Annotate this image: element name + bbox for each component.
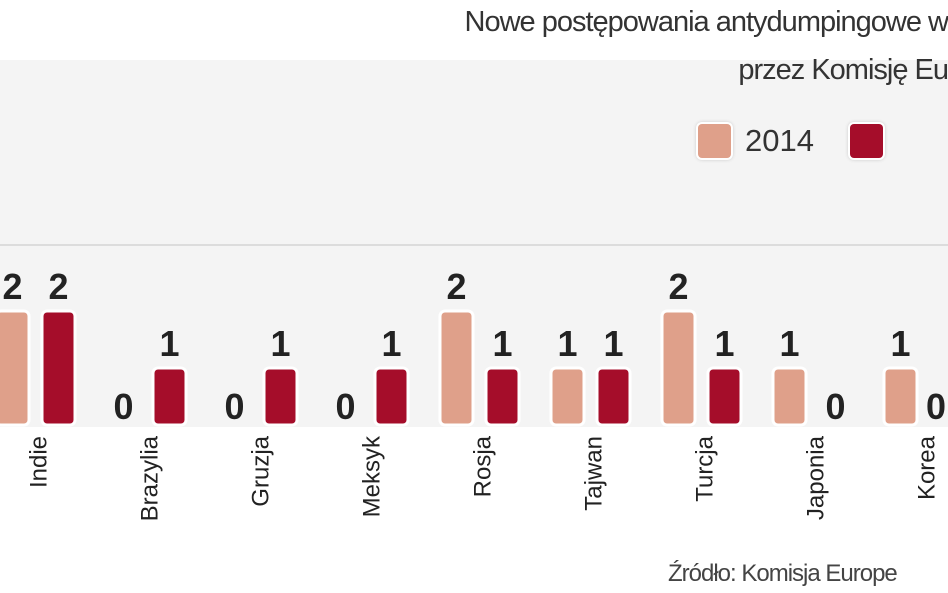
data-label-rosja-s0: 2 — [447, 266, 467, 307]
chart-title-line2: przez Komisję Eu — [738, 54, 948, 86]
data-label-brazylia-s0: 0 — [114, 386, 134, 427]
source-note: Źródło: Komisja Europe — [668, 560, 898, 587]
chart-title-line1: Nowe postępowania antydumpingowe w — [464, 6, 948, 38]
data-label-gruzja-s1: 1 — [271, 323, 291, 364]
bar-rosja-s1 — [484, 366, 521, 427]
data-label-japonia-s1: 0 — [826, 386, 846, 427]
bar-gruzja-s1 — [262, 366, 299, 427]
category-label-gruzja: Gruzja — [248, 435, 275, 506]
category-label-tajwan: Tajwan — [581, 436, 608, 511]
bar-meksyk-s1 — [373, 366, 410, 427]
data-label-tajwan-s0: 1 — [558, 323, 578, 364]
category-label-indie: Indie — [26, 436, 53, 488]
data-label-tajwan-s1: 1 — [604, 323, 624, 364]
data-label-meksyk-s0: 0 — [336, 386, 356, 427]
data-label-korea-s0: 1 — [891, 323, 911, 364]
data-label-indie-s0: 2 — [3, 266, 23, 307]
bar-turcja-s0 — [660, 309, 697, 427]
category-label-korea: Korea — [914, 435, 941, 500]
data-label-meksyk-s1: 1 — [382, 323, 402, 364]
category-label-meksyk: Meksyk — [359, 435, 386, 517]
legend-swatch-2014 — [698, 124, 731, 158]
legend-label-2014: 2014 — [745, 123, 814, 158]
bar-japonia-s0 — [771, 366, 808, 427]
bar-korea-s0 — [882, 366, 919, 427]
legend-swatch-series2 — [849, 124, 883, 158]
bar-rosja-s0 — [438, 309, 475, 427]
bar-tajwan-s1 — [595, 366, 632, 427]
data-label-turcja-s0: 2 — [669, 266, 689, 307]
bar-indie-s1 — [40, 309, 77, 427]
divider — [0, 244, 948, 246]
category-label-brazylia: Brazylia — [137, 435, 164, 521]
data-label-indie-s1: 2 — [49, 266, 69, 307]
category-label-japonia: Japonia — [803, 435, 830, 520]
category-label-rosja: Rosja — [470, 435, 497, 497]
legend: 2014 — [698, 123, 883, 159]
data-label-gruzja-s0: 0 — [225, 386, 245, 427]
data-label-turcja-s1: 1 — [715, 323, 735, 364]
bar-brazylia-s1 — [151, 366, 188, 427]
bar-indie-s0 — [0, 309, 31, 427]
data-label-korea-s1: 0 — [926, 386, 946, 427]
category-label-turcja: Turcja — [692, 435, 719, 501]
data-label-brazylia-s1: 1 — [160, 323, 180, 364]
data-label-japonia-s0: 1 — [780, 323, 800, 364]
data-label-rosja-s1: 1 — [493, 323, 513, 364]
bar-turcja-s1 — [706, 366, 743, 427]
bar-tajwan-s0 — [549, 366, 586, 427]
